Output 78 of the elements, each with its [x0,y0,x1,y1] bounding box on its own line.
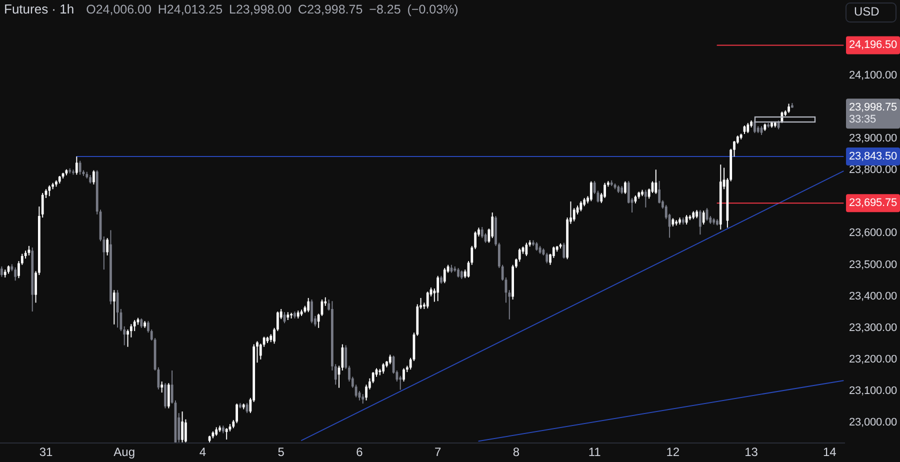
y-axis-title: USD [854,4,880,19]
candlestick [388,354,392,365]
candlestick [788,103,790,114]
x-tick-label: 8 [512,445,520,460]
candlestick [372,372,374,384]
candlestick [624,180,626,194]
candlestick [164,382,166,409]
x-tick-label: 6 [356,445,364,460]
candlestick [457,268,460,278]
y-tick-label: 23,800.00 [849,164,898,176]
candlestick [78,160,82,176]
candlestick [382,362,385,374]
y-tick-label: 23,300.00 [849,322,898,334]
candlestick [491,212,494,239]
y-tick-label: 23,200.00 [849,353,898,366]
candlestick [140,318,143,328]
candlestick [236,403,238,424]
candlestick [14,266,17,282]
data-label: 24,196.50 [849,39,898,52]
y-tick-label: 23,900.00 [849,132,898,145]
candlestick [48,184,51,197]
x-tick-label: 13 [744,445,758,460]
candlestick [525,242,528,257]
candlestick [518,248,521,262]
candlestick [310,299,313,324]
data-label: 23,695.75 [849,197,898,210]
x-tick-label: 4 [199,445,206,460]
candlestick [106,238,109,256]
candlestick [702,210,705,225]
candlestick [546,252,548,264]
text: 33:35 [849,114,876,126]
candlestick [654,169,658,194]
y-tick-label: 23,400.00 [849,290,898,302]
x-tick-label: 14 [822,445,837,460]
candlestick [362,394,364,404]
candlestick [604,182,606,199]
candlestick [699,209,702,236]
x-tick-label: 7 [434,445,442,460]
candlestick [443,268,446,284]
candlestick [112,290,116,325]
candlestick [181,410,184,443]
candlestick [580,200,582,212]
candlestick [0,266,3,278]
y-tick-label: 23,100.00 [849,384,898,397]
x-tick-label: 12 [666,445,680,460]
y-tick-label: 23,600.00 [849,227,898,240]
candlestick [590,180,592,202]
y-tick-label: 23,000.00 [849,416,898,428]
candlestick [92,170,95,185]
y-tick-label: 24,100.00 [849,70,898,82]
candlestick [746,122,750,134]
candlestick [170,370,174,404]
text: 23,998.75 [849,102,898,114]
chart-title: Futures · 1h [4,1,74,16]
candlestick [402,368,405,382]
candlestick [399,375,402,390]
candlestick [644,189,647,208]
candlestick [572,208,576,222]
candlestick [133,320,136,332]
candlestick [754,119,756,134]
candlestick [436,275,440,302]
data-label: 23,843.50 [849,150,898,162]
candlestick [28,245,30,256]
candlestick [167,382,170,409]
candlestick [480,226,484,239]
y-tick-label: 23,500.00 [849,258,898,271]
x-tick-label: Aug [114,445,136,460]
candlestick [225,428,228,440]
candlestick [307,297,310,313]
candlestick [685,214,688,225]
candlestick [562,242,566,260]
candlestick [75,156,78,176]
x-tick-label: 5 [278,445,285,460]
x-tick-label: 11 [588,445,602,460]
x-tick-label: 31 [39,445,53,460]
candlestick [160,381,164,394]
chart-subtitle: O24,006.00 H24,013.25 L23,998.00 C23,998.75 −8.25 (−0.03%) [86,2,458,16]
candlestick [426,291,429,309]
